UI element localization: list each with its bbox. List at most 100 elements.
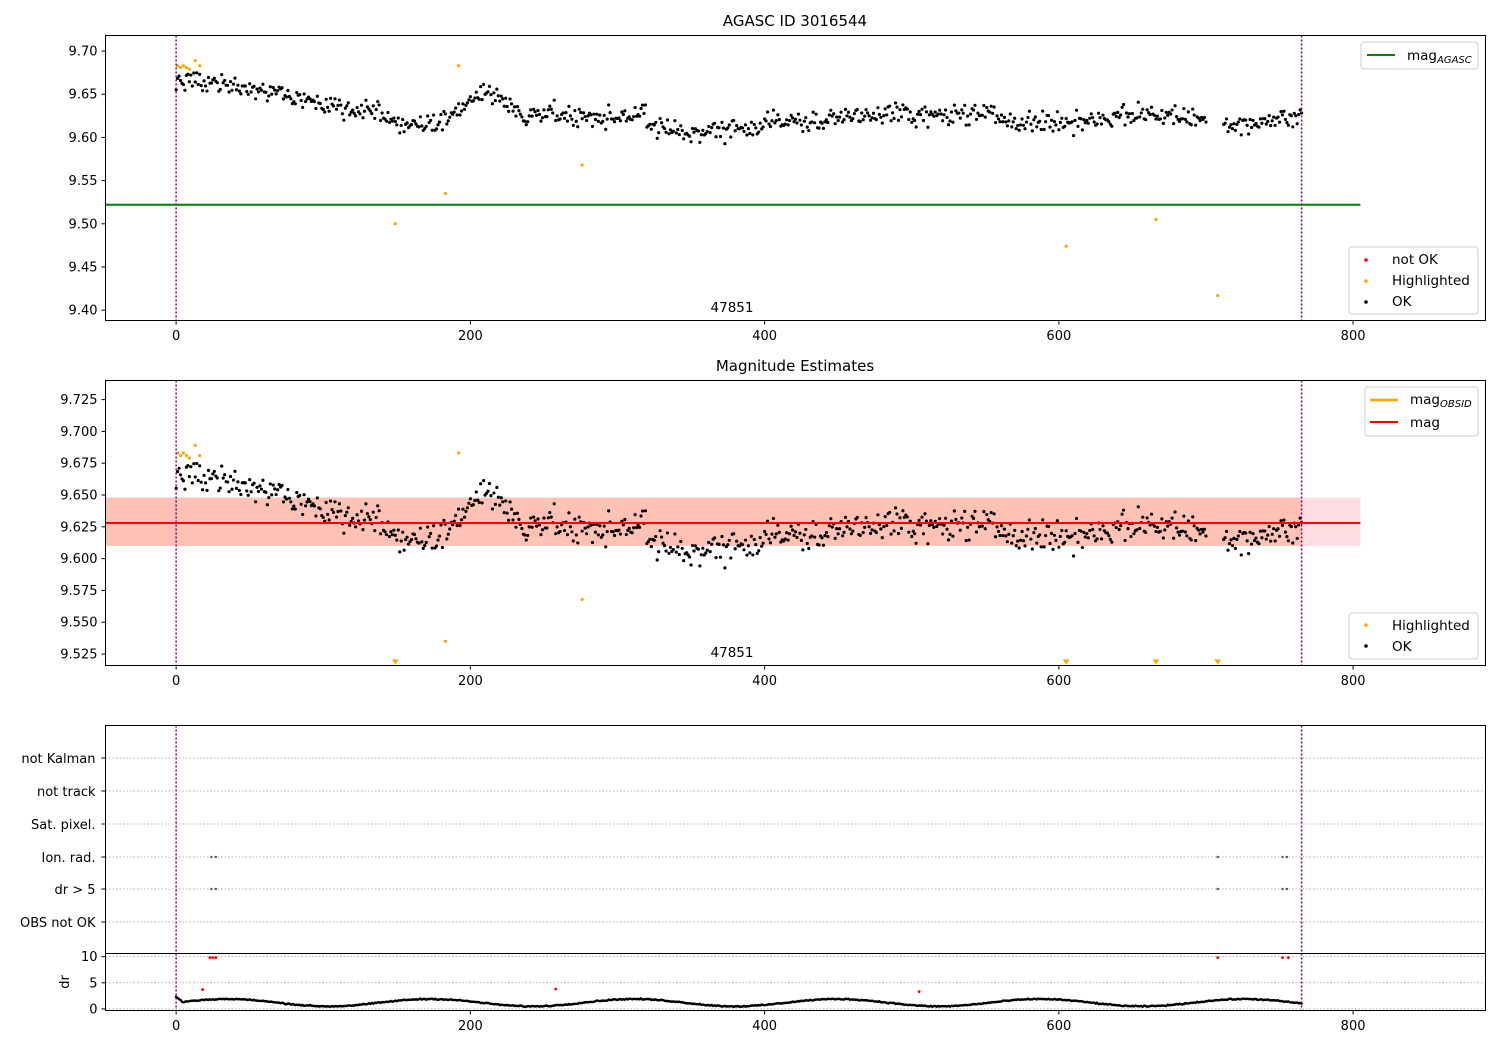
ok-point (874, 530, 879, 535)
ok-point (783, 122, 787, 126)
ok-point (1048, 125, 1052, 129)
ok-point (624, 532, 628, 537)
ok-point (924, 519, 929, 523)
ok-point (318, 101, 322, 106)
ok-point (732, 532, 736, 536)
ok-point (758, 536, 762, 540)
ok-point (1064, 116, 1068, 121)
ok-point (271, 85, 275, 90)
ok-point (708, 550, 712, 554)
ok-point (932, 114, 936, 118)
ok-point (496, 94, 500, 98)
flag-point (1285, 855, 1289, 859)
ok-point (524, 538, 528, 542)
ok-point (718, 134, 723, 139)
ok-point (255, 485, 259, 489)
ok-point (321, 515, 325, 520)
x-tick-label: 0 (172, 674, 180, 689)
ok-point (315, 496, 319, 500)
ok-point (726, 543, 730, 547)
ok-point (354, 525, 358, 529)
ok-point (412, 532, 417, 537)
ok-point (379, 532, 383, 536)
ok-point (1227, 542, 1232, 546)
ok-point (1197, 528, 1201, 532)
ok-point (245, 489, 249, 493)
ok-point (1046, 113, 1051, 118)
ok-point (1033, 526, 1037, 531)
ok-point (1266, 533, 1270, 537)
ok-point (243, 84, 247, 88)
dr-not-ok-point (554, 987, 558, 991)
ok-point (704, 551, 708, 555)
ok-point (916, 112, 920, 116)
ok-point (443, 112, 447, 116)
ok-point (537, 112, 542, 117)
ok-point (440, 128, 445, 132)
panel2-obsid-label: 47851 (711, 645, 754, 661)
ok-point (788, 118, 792, 123)
ok-point (604, 545, 608, 549)
ok-point (452, 110, 456, 114)
ok-point (623, 109, 627, 113)
ok-point (211, 472, 215, 476)
ok-point (707, 124, 711, 129)
ok-point (1101, 113, 1105, 117)
ok-point (830, 525, 834, 529)
ok-point (348, 113, 352, 117)
ok-point (371, 104, 375, 108)
ok-point (880, 536, 884, 540)
panel3-plot-area (105, 725, 1486, 954)
ok-point (532, 515, 536, 519)
y-tick-label: 9.525 (60, 648, 97, 663)
ok-point (836, 118, 840, 123)
ok-point (542, 516, 546, 520)
ok-point (608, 111, 612, 115)
ok-point (1232, 536, 1236, 540)
ok-point (954, 517, 958, 522)
ok-point (1251, 118, 1255, 123)
ok-point (405, 121, 409, 125)
ok-point (1192, 524, 1196, 528)
ok-point (627, 526, 631, 530)
ok-point (895, 512, 899, 516)
flag-point (210, 855, 213, 859)
ok-point (409, 537, 414, 542)
ok-point (1110, 124, 1114, 128)
ok-point (905, 107, 909, 111)
ok-point (1277, 120, 1282, 124)
ok-point (1198, 119, 1202, 123)
ok-point (845, 114, 849, 118)
ok-point (1202, 527, 1207, 531)
ok-point (1002, 527, 1007, 531)
y-tick-label: 9.55 (69, 174, 98, 189)
ok-point (967, 123, 971, 127)
ok-point (855, 107, 859, 112)
ok-point (195, 461, 199, 466)
ok-point (943, 516, 948, 520)
ok-point (552, 502, 556, 506)
ok-point (921, 532, 926, 536)
ok-point (632, 114, 636, 119)
ok-point (561, 111, 565, 115)
ok-point (826, 120, 830, 125)
ok-point (1041, 518, 1045, 522)
ok-point (1258, 529, 1263, 533)
ok-point (281, 500, 286, 504)
ok-point (212, 469, 216, 474)
ok-point (938, 517, 942, 521)
highlighted-point (184, 65, 189, 70)
y-tick-label: 9.65 (69, 88, 98, 103)
ok-point (380, 111, 384, 115)
off-scale-marker (391, 659, 399, 665)
ok-point (933, 110, 937, 114)
ok-point (658, 116, 662, 121)
ok-point (973, 103, 977, 107)
ok-point (1035, 541, 1039, 545)
ok-point (1096, 111, 1101, 115)
ok-point (676, 545, 680, 549)
ok-point (705, 548, 709, 552)
ok-point (692, 130, 696, 134)
ok-point (562, 116, 567, 120)
ok-point (679, 539, 683, 544)
